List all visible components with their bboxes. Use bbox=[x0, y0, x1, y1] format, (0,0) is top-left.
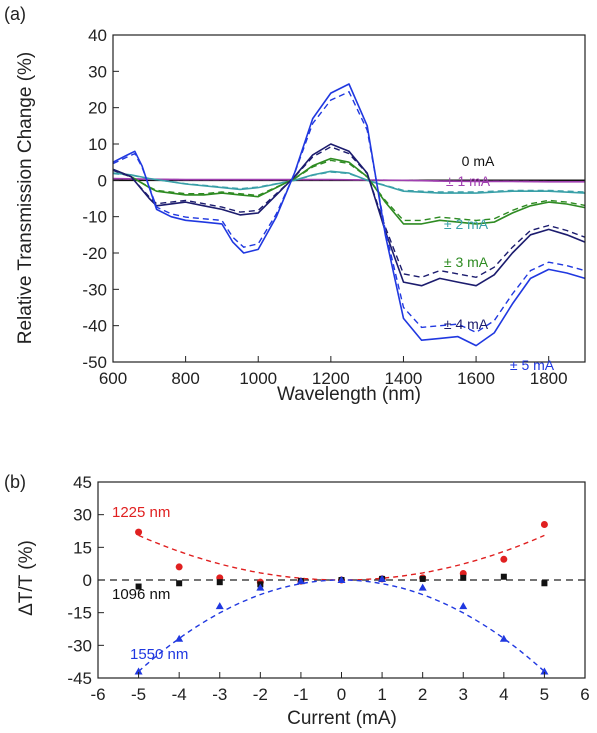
a-x-tick-label: 600 bbox=[99, 369, 127, 388]
panel-b-y-axis-title: ΔT/T (%) bbox=[16, 540, 37, 616]
point-1096nm bbox=[500, 573, 507, 580]
a-series-dashed-line bbox=[112, 159, 586, 222]
b-x-tick-label: -5 bbox=[131, 685, 146, 704]
a-y-tick-label: 0 bbox=[98, 171, 107, 190]
a-x-tick-label: 1400 bbox=[385, 369, 423, 388]
point-1550nm bbox=[418, 583, 427, 591]
panel-a-x-tick-labels: 600 800 1000 1200 1400 1600 1800 bbox=[99, 369, 568, 388]
point-1550nm bbox=[540, 667, 549, 675]
a-series-dashed-line bbox=[112, 178, 585, 183]
point-1550nm bbox=[378, 574, 387, 582]
a-x-tick-label: 1600 bbox=[457, 369, 495, 388]
b-x-tick-label: 0 bbox=[337, 685, 346, 704]
a-y-tick-label: -40 bbox=[82, 317, 107, 336]
annotation-2ma: ± 2 mA bbox=[444, 216, 489, 232]
a-x-tick-label: 1800 bbox=[530, 369, 568, 388]
a-y-tick-label: 40 bbox=[88, 26, 107, 45]
a-series-dashed-line bbox=[112, 90, 586, 334]
annotation-0ma: 0 mA bbox=[462, 153, 495, 169]
b-x-tick-label: -2 bbox=[253, 685, 268, 704]
a-x-tick-label: 800 bbox=[171, 369, 199, 388]
point-1096nm bbox=[135, 583, 142, 590]
point-1550nm bbox=[215, 602, 224, 610]
panel-b-fit-curves bbox=[138, 534, 545, 673]
panel-a-x-axis-title: Wavelength (nm) bbox=[277, 384, 421, 405]
panel-a-series bbox=[112, 83, 586, 347]
annotation-1ma: ± 1 mA bbox=[446, 173, 491, 189]
b-x-tick-label: 3 bbox=[459, 685, 468, 704]
panel-b-y-tick-labels: -45 -30 -15 0 15 30 45 bbox=[67, 473, 92, 688]
panel-a-frame bbox=[112, 34, 586, 363]
point-1096nm bbox=[419, 575, 426, 582]
a-y-tick-label: -10 bbox=[82, 208, 107, 227]
a-y-tick-label: 30 bbox=[88, 62, 107, 81]
b-y-tick-label: 45 bbox=[73, 473, 92, 492]
a-y-tick-label: 20 bbox=[88, 99, 107, 118]
b-y-tick-label: 0 bbox=[83, 571, 92, 590]
point-1225nm bbox=[500, 555, 508, 563]
label-1225nm: 1225 nm bbox=[112, 504, 170, 521]
label-1096nm: 1096 nm bbox=[112, 586, 170, 603]
panel-b-x-axis-title: Current (mA) bbox=[287, 708, 397, 729]
b-fit-curve bbox=[138, 534, 545, 581]
point-1225nm bbox=[135, 528, 143, 536]
point-1225nm bbox=[540, 520, 548, 528]
label-1550nm: 1550 nm bbox=[130, 646, 188, 663]
point-1225nm bbox=[175, 563, 183, 571]
panel-a: (a) 600 800 1000 1200 1400 1600 1800 -50 -40 -30… bbox=[4, 4, 586, 405]
panel-b: (b) -6 -5 -4 -3 -2 -1 0 1 2 3 4 5 6 -45-30-150153045… bbox=[4, 472, 590, 729]
b-x-tick-label: 2 bbox=[418, 685, 427, 704]
point-1550nm bbox=[459, 602, 468, 610]
b-x-tick-label: -1 bbox=[293, 685, 308, 704]
b-y-tick-label: -45 bbox=[67, 669, 92, 688]
b-y-tick-label: -15 bbox=[67, 604, 92, 623]
panel-b-tag: (b) bbox=[4, 472, 26, 492]
panel-b-x-tick-labels: -6 -5 -4 -3 -2 -1 0 1 2 3 4 5 6 bbox=[90, 685, 589, 704]
a-series-solid-line bbox=[112, 143, 586, 287]
b-fit-curve bbox=[138, 579, 545, 673]
b-y-tick-label: 30 bbox=[73, 506, 92, 525]
b-x-tick-label: 4 bbox=[499, 685, 508, 704]
b-y-tick-label: -30 bbox=[67, 636, 92, 655]
point-1550nm bbox=[175, 634, 184, 642]
a-x-tick-label: 1200 bbox=[312, 369, 350, 388]
a-y-tick-label: -20 bbox=[82, 244, 107, 263]
point-1550nm bbox=[134, 667, 143, 675]
point-1550nm bbox=[256, 583, 265, 591]
point-1096nm bbox=[216, 579, 223, 586]
annotation-5ma: ± 5 mA bbox=[510, 357, 555, 373]
annotation-4ma: ± 4 mA bbox=[444, 316, 489, 332]
point-1096nm bbox=[176, 580, 183, 587]
annotation-3ma: ± 3 mA bbox=[444, 254, 489, 270]
b-x-tick-label: 6 bbox=[580, 685, 589, 704]
a-y-tick-label: 10 bbox=[88, 135, 107, 154]
point-1550nm bbox=[296, 577, 305, 585]
a-series-dashed-line bbox=[112, 146, 586, 279]
a-y-tick-label: -50 bbox=[82, 353, 107, 372]
a-y-tick-label: -30 bbox=[82, 280, 107, 299]
point-1550nm bbox=[499, 634, 508, 642]
b-x-tick-label: -6 bbox=[90, 685, 105, 704]
b-y-tick-label: 15 bbox=[73, 538, 92, 557]
a-series-dashed-line bbox=[112, 171, 586, 193]
panel-a-tag: (a) bbox=[4, 4, 26, 24]
point-1096nm bbox=[460, 574, 467, 581]
panel-b-ticks bbox=[97, 481, 586, 679]
b-x-tick-label: -3 bbox=[212, 685, 227, 704]
panel-b-points bbox=[134, 520, 549, 675]
b-x-tick-label: 5 bbox=[540, 685, 549, 704]
a-series-solid-line bbox=[112, 83, 586, 347]
panel-a-ticks bbox=[112, 34, 550, 363]
point-1096nm bbox=[541, 580, 548, 587]
a-x-tick-label: 1000 bbox=[239, 369, 277, 388]
b-x-tick-label: -4 bbox=[172, 685, 187, 704]
b-x-tick-label: 1 bbox=[377, 685, 386, 704]
panel-a-y-tick-labels: -50 -40 -30 -20 -10 0 10 20 30 40 bbox=[82, 26, 107, 372]
point-1550nm bbox=[337, 576, 346, 583]
panel-a-y-axis-title: Relative Transmission Change (%) bbox=[15, 52, 36, 345]
